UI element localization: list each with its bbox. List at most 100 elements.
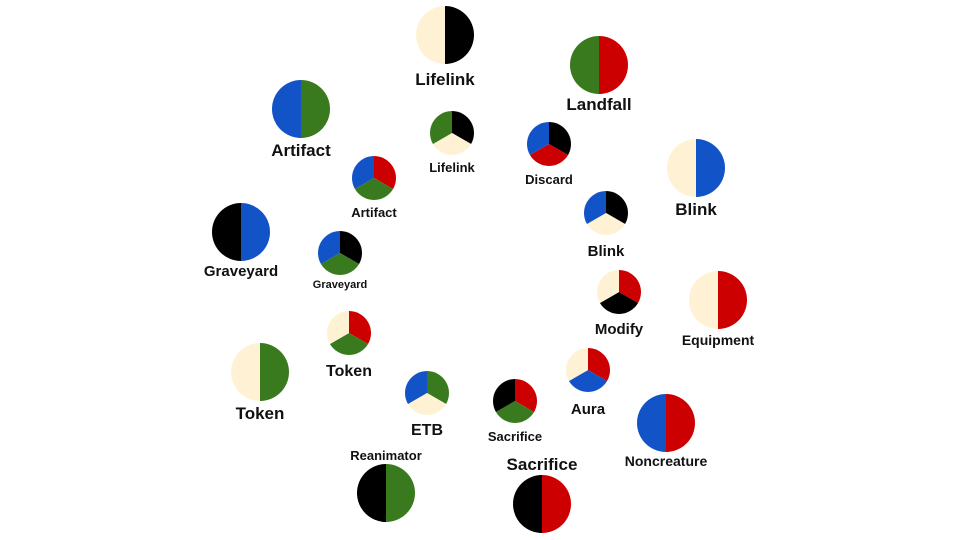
node-label: Sacrifice (488, 429, 542, 444)
color-pie (570, 36, 628, 94)
node-label: Token (326, 363, 372, 380)
node-label: Landfall (566, 95, 631, 114)
color-pie (430, 111, 474, 155)
node-blink-wu: Blink (667, 139, 725, 219)
node-landfall-gr: Landfall (566, 36, 632, 114)
pie-slice-white (667, 139, 696, 197)
node-label: ETB (411, 422, 443, 439)
pie-slice-green (320, 253, 360, 275)
color-pie (493, 379, 537, 423)
pie-slice-green (260, 343, 289, 401)
color-pie (566, 348, 610, 392)
node-label: Equipment (682, 332, 755, 348)
pie-slice-white (407, 393, 447, 415)
node-label: Blink (588, 243, 625, 260)
color-pie (667, 139, 725, 197)
pie-slice-white (566, 348, 588, 381)
pie-slice-red (619, 270, 641, 303)
pie-slice-blue (272, 80, 301, 138)
color-pie (527, 122, 571, 166)
pie-slice-green (430, 111, 452, 144)
pie-slice-black (549, 122, 571, 155)
node-sacrifice-br: Sacrifice (507, 455, 578, 533)
node-discard-bru: Discard (525, 122, 573, 187)
pie-slice-white (597, 270, 619, 303)
pie-slice-blue (318, 231, 340, 264)
pie-slice-blue (352, 156, 374, 189)
color-pie (689, 271, 747, 329)
node-equipment-wr: Equipment (682, 271, 755, 348)
pie-slice-red (666, 394, 695, 452)
node-lifelink-wb: Lifelink (415, 6, 475, 89)
color-pie (597, 270, 641, 314)
pie-slice-white (231, 343, 260, 401)
pie-slice-black (606, 191, 628, 224)
node-noncreature-ur: Noncreature (625, 394, 708, 469)
pie-slice-blue (241, 203, 270, 261)
color-pie (513, 475, 571, 533)
node-label: Artifact (351, 205, 397, 220)
pie-slice-red (349, 311, 371, 344)
node-etb-gwu: ETB (405, 371, 449, 439)
pie-slice-black (599, 292, 639, 314)
pie-slice-green (301, 80, 330, 138)
pie-slice-black (493, 379, 515, 412)
node-blink-bwu: Blink (584, 191, 628, 260)
pie-slice-black (452, 111, 474, 144)
node-label: Noncreature (625, 453, 708, 469)
color-pie (318, 231, 362, 275)
node-token-wg: Token (231, 343, 289, 423)
color-pie (416, 6, 474, 64)
color-pie (327, 311, 371, 355)
node-graveyard-bgu: Graveyard (313, 231, 367, 291)
node-artifact-ug: Artifact (271, 80, 331, 160)
pie-slice-white (689, 271, 718, 329)
node-label: Blink (675, 200, 717, 219)
node-reanimator-bg: Reanimator (350, 448, 422, 522)
pie-slice-red (542, 475, 571, 533)
node-aura-ruw: Aura (566, 348, 610, 418)
node-sacrifice-rgb: Sacrifice (488, 379, 542, 444)
color-pie (231, 343, 289, 401)
pie-slice-blue (405, 371, 427, 404)
pie-slice-green (386, 464, 415, 522)
pie-slice-red (599, 36, 628, 94)
pie-slice-blue (527, 122, 549, 155)
node-label: Lifelink (429, 160, 475, 175)
pie-slice-white (327, 311, 349, 344)
pie-slice-red (718, 271, 747, 329)
pie-slice-black (340, 231, 362, 264)
pie-slice-blue (696, 139, 725, 197)
pie-slice-black (513, 475, 542, 533)
color-pie (212, 203, 270, 261)
pie-slice-red (529, 144, 569, 166)
node-label: Reanimator (350, 448, 422, 463)
node-token-rgw: Token (326, 311, 372, 380)
pie-slice-green (570, 36, 599, 94)
node-label: Token (236, 404, 285, 423)
pie-slice-green (354, 178, 394, 200)
pie-slice-green (427, 371, 449, 404)
node-label: Sacrifice (507, 455, 578, 474)
pie-slice-blue (568, 370, 608, 392)
node-label: Discard (525, 172, 573, 187)
node-label: Graveyard (313, 279, 367, 291)
node-label: Artifact (271, 141, 331, 160)
color-pie (272, 80, 330, 138)
pie-slice-red (515, 379, 537, 412)
node-label: Modify (595, 321, 644, 338)
pie-slice-red (374, 156, 396, 189)
pie-slice-green (329, 333, 369, 355)
node-label: Graveyard (204, 263, 278, 280)
pie-slice-white (586, 213, 626, 235)
node-label: Aura (571, 401, 606, 418)
node-label: Lifelink (415, 70, 475, 89)
pie-slice-white (432, 133, 472, 155)
color-pie (352, 156, 396, 200)
node-artifact-rgu: Artifact (351, 156, 397, 220)
color-pie (357, 464, 415, 522)
pie-slice-red (588, 348, 610, 381)
node-modify-rbw: Modify (595, 270, 644, 338)
pie-slice-black (357, 464, 386, 522)
